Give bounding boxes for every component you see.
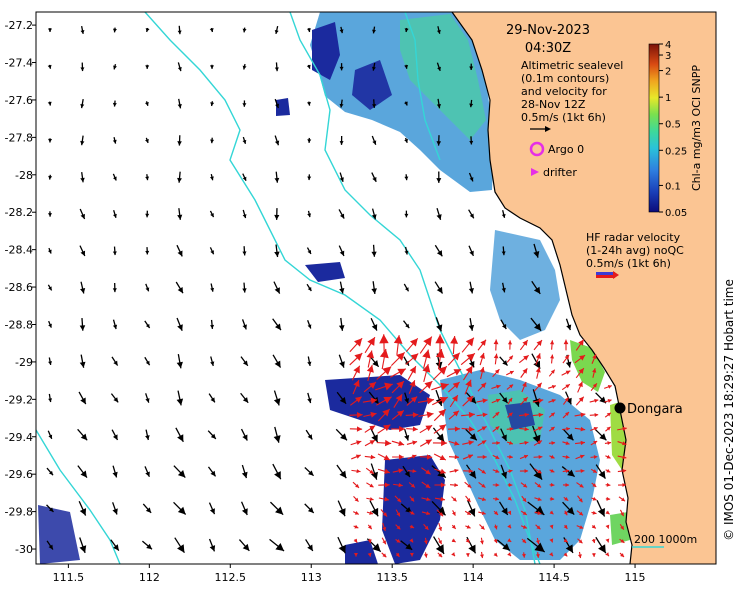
- latitude-axis: -27.2 -27.4 -27.6 -27.8 -28 -28.2 -28.4 -28.6 -2…: [5, 19, 36, 556]
- colorbar-tick-label: 1: [665, 93, 671, 104]
- lat-tick-label: -30: [15, 543, 33, 556]
- colorbar-tick-label: 0.5: [665, 120, 681, 131]
- longitude-axis: 111.5 112 112.5 113 113.5 114 114.5 115: [53, 564, 646, 584]
- colorbar-tick-label: 4: [665, 40, 671, 51]
- time-label: 04:30Z: [525, 41, 571, 56]
- lon-tick-label: 114: [463, 571, 484, 584]
- lon-tick-label: 114.5: [538, 571, 570, 584]
- lat-tick-label: -27.4: [5, 57, 33, 70]
- contour-legend: 200 1000m: [632, 533, 697, 547]
- imos-credit: © IMOS 01-Dec-2023 18:29:27 Hobart time: [722, 279, 736, 541]
- lon-tick-label: 113: [301, 571, 322, 584]
- lon-tick-label: 112: [139, 571, 160, 584]
- lat-tick-label: -27.8: [5, 131, 33, 144]
- colorbar-tick-label: 3: [665, 51, 671, 62]
- colorbar-scale: [649, 44, 659, 212]
- colorbar-tick-label: 2: [665, 67, 671, 78]
- argo-label: Argo 0: [548, 143, 584, 156]
- lat-tick-label: -28: [15, 169, 33, 182]
- lat-tick-label: -29.4: [5, 431, 33, 444]
- date-label: 29-Nov-2023: [506, 23, 590, 38]
- lat-tick-label: -29.2: [5, 393, 33, 406]
- place-label: Dongara: [627, 402, 683, 417]
- lat-tick-label: -29.6: [5, 468, 33, 481]
- lat-tick-label: -29: [15, 356, 33, 369]
- lon-tick-label: 111.5: [53, 571, 85, 584]
- lat-tick-label: -28.6: [5, 281, 33, 294]
- altimetry-note-line: 0.5m/s (1kt 6h): [521, 111, 606, 124]
- colorbar-tick-label: 0.1: [665, 181, 681, 192]
- lat-tick-label: -28.2: [5, 206, 33, 219]
- altimetry-note-line: Altimetric sealevel: [521, 59, 623, 72]
- altimetry-note-line: (0.1m contours): [521, 72, 609, 85]
- hf-radar-note-line: (1-24h avg) noQC: [586, 244, 684, 257]
- hf-radar-note-line: 0.5m/s (1kt 6h): [586, 257, 671, 270]
- lat-tick-label: -28.8: [5, 318, 33, 331]
- colorbar-tick-label: 0.25: [665, 146, 687, 157]
- drifter-label: drifter: [543, 166, 577, 179]
- colorbar-title: Chl-a mg/m3 OCI SNPP: [690, 65, 703, 191]
- lon-tick-label: 112.5: [215, 571, 247, 584]
- lat-tick-label: -27.2: [5, 19, 33, 32]
- altimetry-note-line: 28-Nov 12Z: [521, 98, 586, 111]
- colorbar-tick-label: 0.05: [665, 208, 687, 219]
- lon-tick-label: 113.5: [376, 571, 408, 584]
- lat-tick-label: -28.4: [5, 244, 33, 257]
- lat-tick-label: -29.8: [5, 506, 33, 519]
- lat-tick-label: -27.6: [5, 94, 33, 107]
- hf-radar-note-line: HF radar velocity: [586, 231, 681, 244]
- contour-legend-label: 200 1000m: [634, 533, 697, 546]
- town-dot-icon: [615, 403, 626, 414]
- lon-tick-label: 115: [625, 571, 646, 584]
- altimetry-note-line: and velocity for: [521, 85, 607, 98]
